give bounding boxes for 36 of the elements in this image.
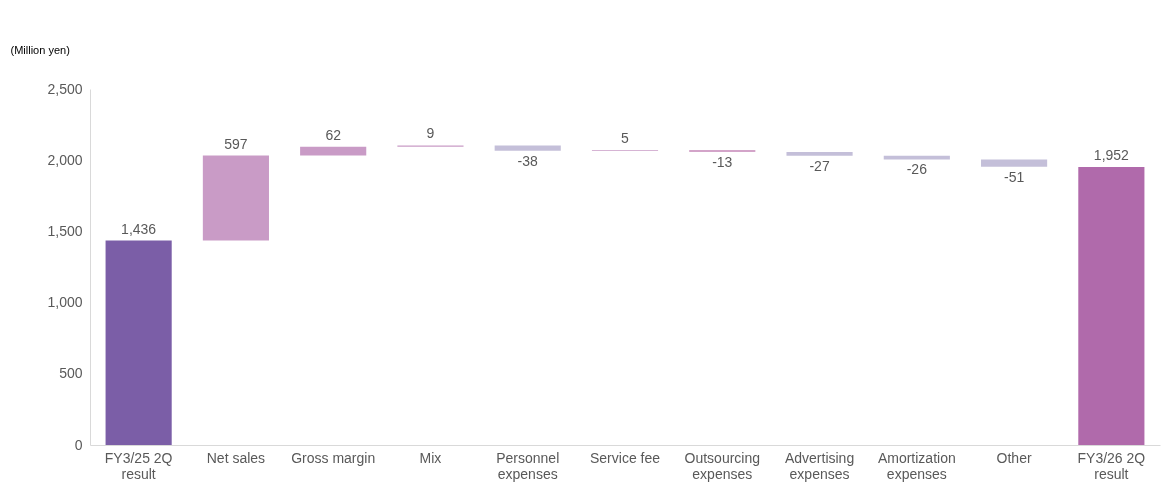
bar [202,155,269,241]
bar [786,151,853,156]
bar [494,145,561,151]
x-tick-label: Personnel expenses [496,449,560,482]
data-label: -26 [906,161,928,178]
x-tick-label: Service fee [589,449,661,466]
x-tick-label: FY3/25 2Q result [104,449,173,482]
x-tick-label: Net sales [206,449,266,466]
data-label: 597 [224,135,248,152]
data-label: 5 [621,130,630,147]
data-label: 62 [325,126,342,143]
data-label: 1,436 [121,220,157,237]
x-tick-label: FY3/26 2Q result [1077,449,1146,482]
x-tick-label: Outsourcing expenses [684,449,761,482]
y-tick-label: 2,500 [47,80,83,97]
x-tick-label: Mix [419,449,442,466]
data-label: -51 [1003,168,1025,185]
y-tick-label: 1,500 [47,222,83,239]
y-axis-title: (Million yen) [10,43,70,56]
y-tick-label: 2,000 [47,151,83,168]
y-tick-label: 0 [74,436,83,453]
bar [105,240,172,445]
data-label: 1,952 [1093,147,1130,164]
data-label: -38 [517,152,539,169]
x-tick-label: Other [996,449,1032,466]
bar [300,146,367,156]
x-tick-label: Amortization expenses [877,449,956,482]
bar [981,159,1048,167]
y-tick-label: 500 [59,365,83,382]
data-label: -27 [809,157,830,174]
y-tick-label: 1,000 [47,294,83,311]
data-label: -13 [712,153,733,170]
x-tick-label: Advertising expenses [784,449,855,482]
x-tick-label: Gross margin [291,449,376,466]
bar [1078,167,1145,445]
data-label: 9 [426,125,435,142]
